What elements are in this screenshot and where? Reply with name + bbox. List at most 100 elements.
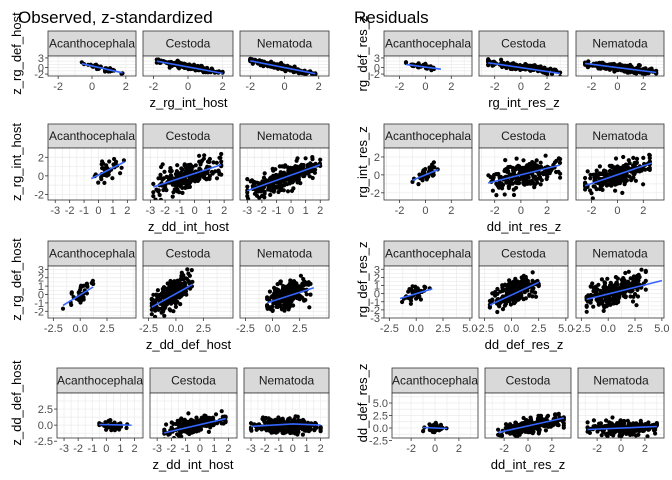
data-point bbox=[299, 419, 304, 424]
y-tick-label: 0 bbox=[38, 290, 44, 302]
gridlines bbox=[384, 56, 472, 76]
facet-panel-acanthocephala: Acanthocephala -2.5 0.0 2.5 5.0 bbox=[380, 240, 478, 335]
data-point bbox=[486, 58, 491, 64]
x-tick-label: 0 bbox=[197, 443, 203, 455]
data-point bbox=[500, 307, 506, 312]
data-point bbox=[538, 160, 543, 165]
data-point bbox=[634, 160, 640, 165]
data-point bbox=[158, 197, 163, 200]
data-point bbox=[168, 169, 173, 174]
panel-border bbox=[47, 265, 137, 319]
data-point bbox=[408, 298, 414, 303]
facet-strip bbox=[47, 240, 137, 267]
facet-strip-label: Acanthocephala bbox=[385, 129, 471, 143]
data-point bbox=[182, 280, 187, 285]
data-point bbox=[583, 187, 588, 192]
x-tick-label: 0 bbox=[518, 81, 524, 93]
y-tick-label: -1 bbox=[370, 297, 380, 309]
facet-strip-label: Acanthocephala bbox=[57, 374, 143, 388]
data-point bbox=[546, 424, 551, 429]
data-point bbox=[166, 432, 171, 437]
data-point bbox=[283, 182, 288, 187]
fit-line bbox=[266, 287, 315, 304]
data-point bbox=[197, 153, 202, 158]
data-point bbox=[164, 188, 169, 193]
chart-grid: z_rg_def_hostz_rg_int_host-203Acanthocep… bbox=[9, 12, 670, 472]
data-point bbox=[558, 157, 563, 162]
data-point bbox=[198, 173, 203, 178]
data-point bbox=[605, 172, 610, 177]
facet-strip bbox=[149, 367, 238, 394]
data-point bbox=[304, 292, 309, 297]
data-point bbox=[556, 422, 561, 427]
data-point bbox=[216, 170, 222, 175]
data-point bbox=[277, 293, 282, 298]
data-point bbox=[594, 168, 599, 173]
right-figure-title: Residuals bbox=[354, 8, 429, 27]
data-point bbox=[499, 60, 504, 65]
data-point bbox=[421, 429, 426, 434]
panel-background bbox=[57, 393, 143, 438]
data-point bbox=[153, 314, 158, 318]
facet-strip bbox=[142, 123, 234, 149]
data-point bbox=[175, 285, 181, 290]
data-point bbox=[633, 433, 639, 438]
data-point bbox=[583, 175, 588, 181]
data-point bbox=[434, 422, 439, 427]
fit-line bbox=[584, 162, 652, 187]
y-tick-label: 0.0 bbox=[38, 420, 53, 432]
data-point bbox=[508, 431, 513, 436]
data-point bbox=[195, 178, 200, 183]
data-point bbox=[591, 184, 596, 189]
facet-panel-acanthocephala: Acanthocephala -2 0 2 bbox=[45, 30, 137, 93]
data-point bbox=[589, 191, 594, 196]
y-tick-label: -1 bbox=[34, 298, 44, 310]
data-point bbox=[153, 197, 158, 200]
data-point bbox=[69, 291, 74, 296]
data-point bbox=[620, 63, 625, 68]
x-tick-label: 2 bbox=[123, 81, 129, 93]
data-point bbox=[507, 180, 513, 185]
data-point bbox=[591, 304, 596, 309]
fit-line bbox=[99, 423, 132, 426]
data-point bbox=[424, 175, 429, 180]
data-point bbox=[601, 285, 606, 290]
panel-border bbox=[383, 147, 473, 201]
facet-strip bbox=[239, 123, 330, 149]
data-point bbox=[295, 156, 300, 161]
data-point bbox=[266, 416, 271, 421]
data-point bbox=[538, 182, 543, 187]
y-tick-label: 3 bbox=[38, 53, 44, 65]
y-tick-label: 1 bbox=[374, 281, 380, 293]
x-tick-label: 0.0 bbox=[601, 323, 616, 335]
x-tick-label: 1 bbox=[304, 443, 310, 455]
data-point bbox=[590, 196, 595, 200]
data-point bbox=[112, 161, 118, 167]
data-point bbox=[643, 269, 648, 275]
data-point bbox=[631, 155, 636, 160]
data-point bbox=[280, 416, 285, 421]
data-point bbox=[605, 276, 610, 281]
scatter-points bbox=[585, 415, 659, 438]
data-point bbox=[307, 305, 312, 310]
data-point bbox=[422, 284, 427, 289]
data-point bbox=[629, 289, 634, 294]
data-point bbox=[623, 164, 629, 169]
data-point bbox=[267, 289, 272, 294]
data-point bbox=[177, 418, 183, 423]
data-point bbox=[539, 416, 545, 421]
data-point bbox=[298, 273, 303, 278]
x-tick-label: -2 bbox=[167, 443, 177, 455]
data-point bbox=[209, 169, 214, 175]
data-point bbox=[85, 284, 90, 289]
data-point bbox=[632, 276, 637, 281]
fit-line bbox=[488, 164, 561, 184]
data-point bbox=[297, 285, 302, 291]
facet-panel-acanthocephala: Acanthocephala -3 -2 -1 0 1 2 bbox=[54, 367, 144, 455]
data-point bbox=[417, 172, 422, 177]
x-tick-label: 0.0 bbox=[409, 323, 424, 335]
facet-strip bbox=[56, 367, 144, 394]
data-point bbox=[523, 279, 528, 284]
data-point bbox=[408, 301, 413, 306]
data-point bbox=[187, 273, 192, 278]
